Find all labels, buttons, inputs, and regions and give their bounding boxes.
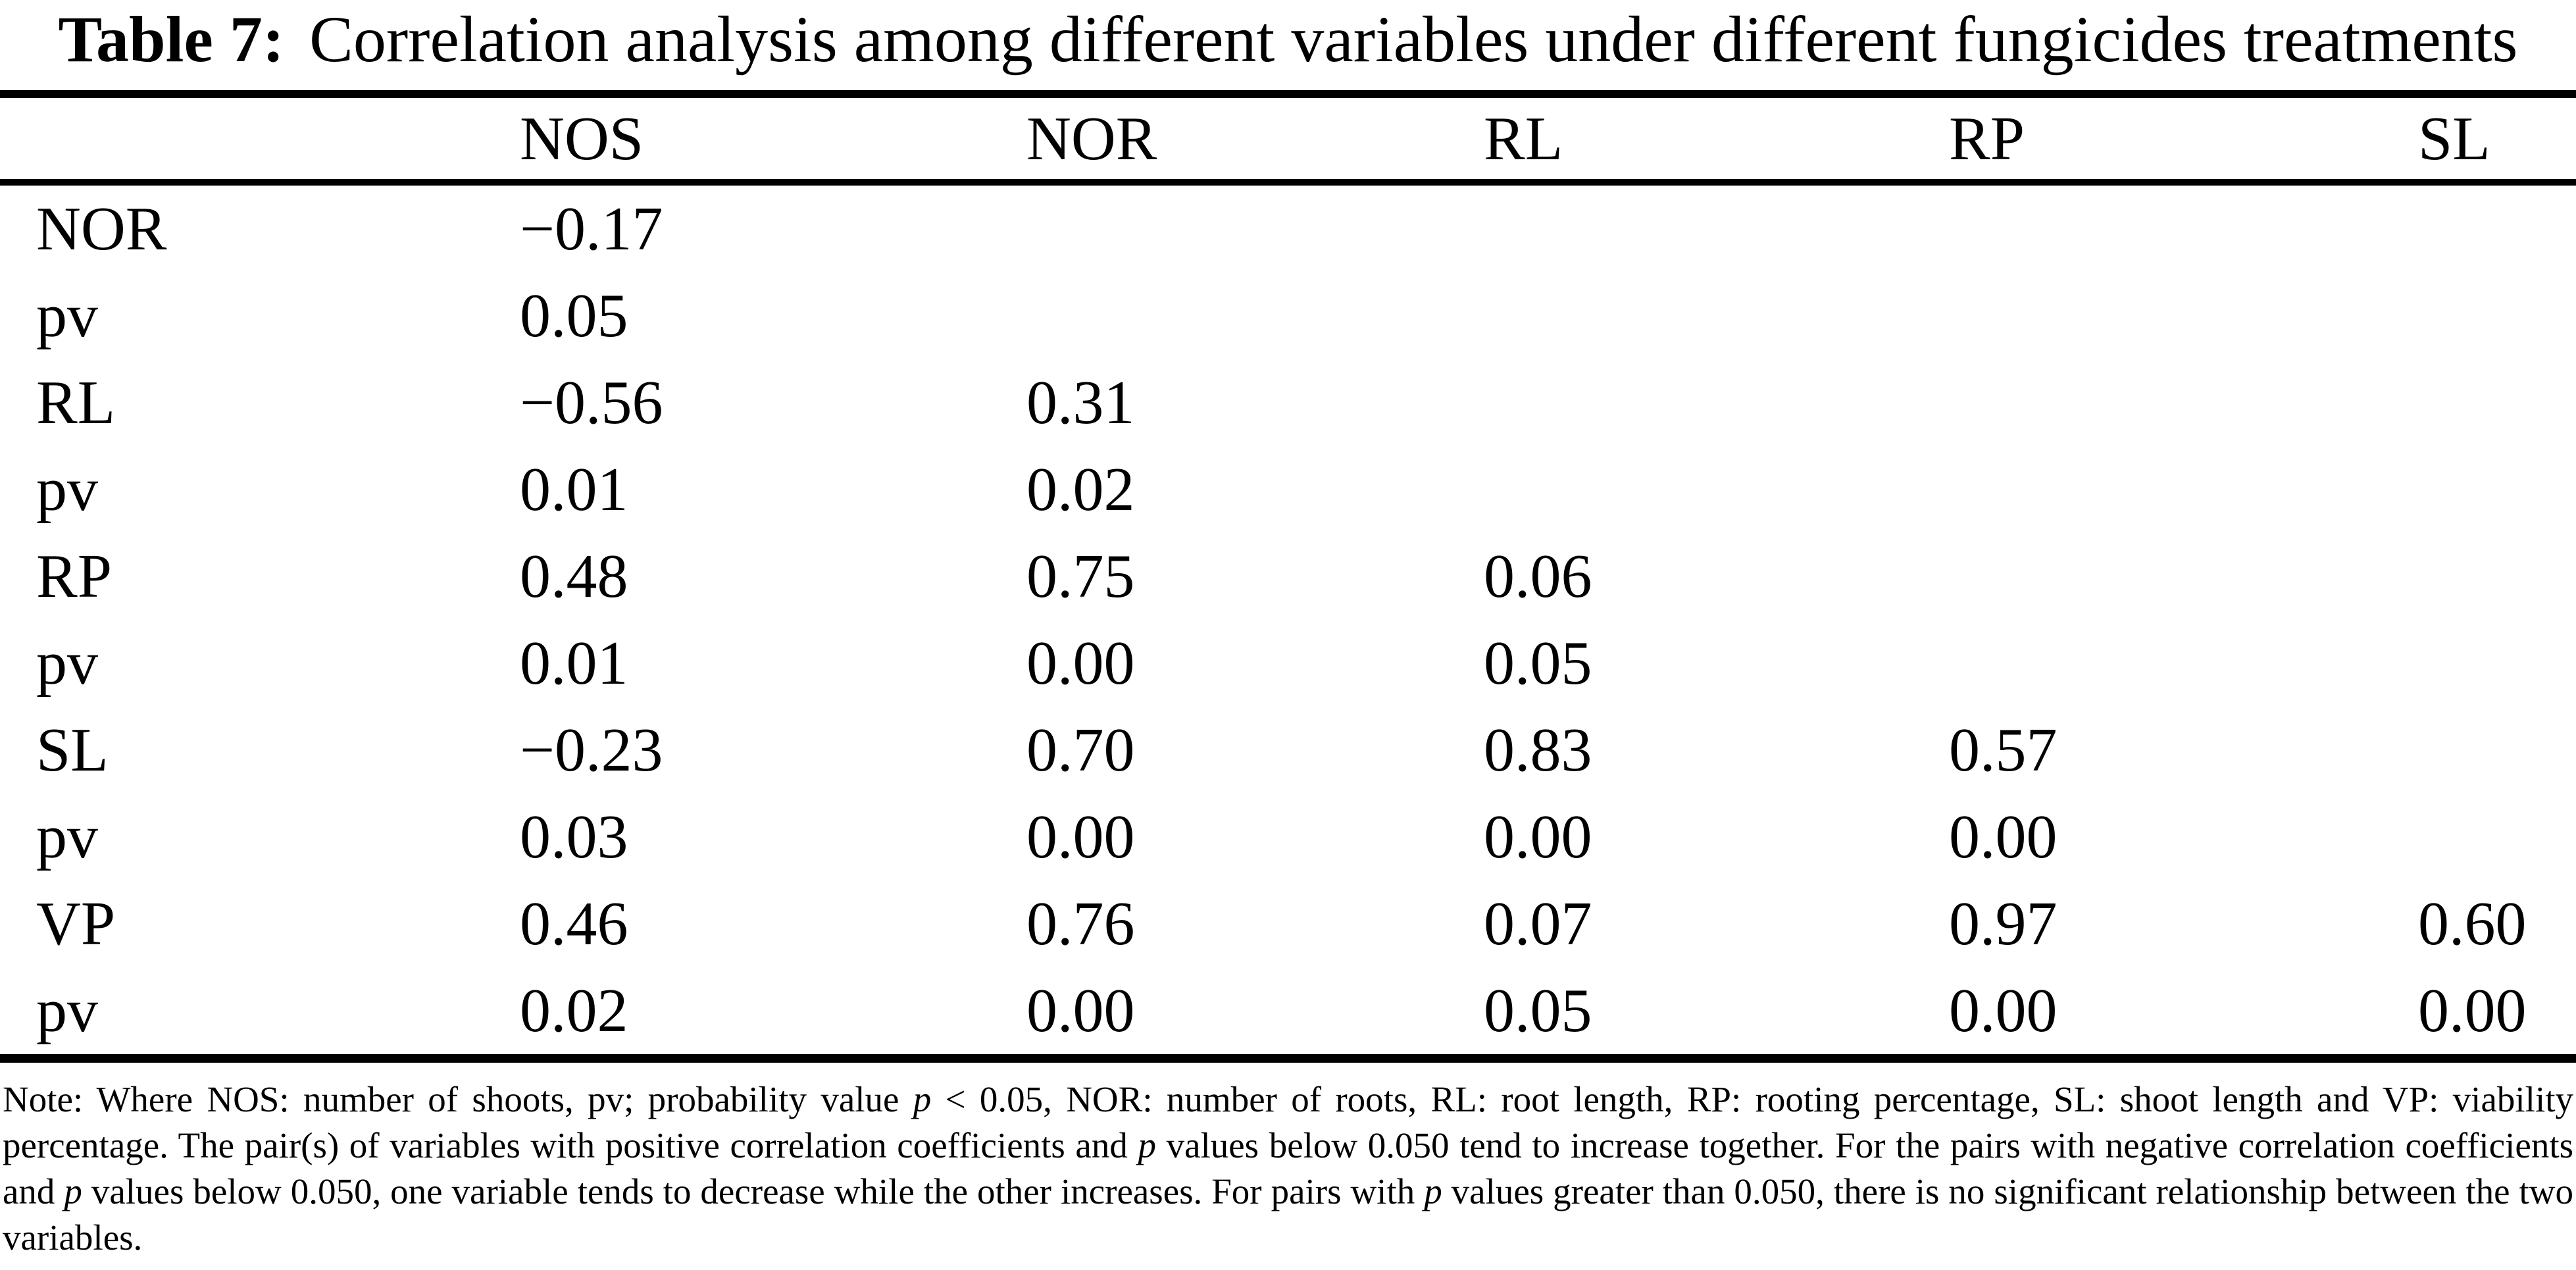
cell-value [1026, 272, 1484, 359]
cell-value: −0.23 [520, 716, 663, 784]
header-row: NOS NOR RL RP SL [0, 94, 2576, 186]
row-label: RL [36, 368, 116, 437]
table-row: RL −0.56 0.31 [0, 359, 2576, 446]
table-row: pv 0.02 0.00 0.05 0.00 0.00 [0, 967, 2576, 1059]
column-header-rl: RL [1484, 94, 1949, 186]
cell-value [2418, 620, 2576, 707]
cell-value: 0.00 [1484, 803, 1592, 871]
cell-value: 0.00 [1026, 629, 1135, 698]
row-label: pv [36, 629, 98, 698]
cell-value [1484, 359, 1949, 446]
note-run: values below 0.050, one variable tends t… [82, 1171, 1425, 1211]
cell-value: −0.17 [520, 195, 663, 263]
cell-value: 0.97 [1949, 890, 2058, 958]
cell-value [1949, 182, 2418, 272]
cell-value [1949, 620, 2418, 707]
cell-value [2418, 182, 2576, 272]
table-note: Note: Where NOS: number of shoots, pv; p… [3, 1077, 2573, 1261]
cell-value: 0.02 [1026, 455, 1135, 524]
column-header-rp: RP [1949, 94, 2418, 186]
cell-value [2418, 707, 2576, 794]
cell-value: 0.76 [1026, 890, 1135, 958]
cell-value: 0.05 [520, 282, 628, 350]
cell-value: 0.00 [2418, 977, 2527, 1045]
cell-value [1949, 359, 2418, 446]
row-label: RP [36, 542, 112, 611]
cell-value [1949, 533, 2418, 620]
table-caption-label: Table 7: [58, 3, 285, 76]
table-row: pv 0.03 0.00 0.00 0.00 [0, 794, 2576, 880]
table-body: NOR −0.17 pv 0.05 RL −0.56 0.31 pv 0.01 0.02 RP 0.4… [0, 182, 2576, 1059]
table-caption-text: Correlation analysis among different var… [309, 3, 2518, 76]
cell-value: 0.75 [1026, 542, 1135, 611]
row-label: pv [36, 977, 98, 1045]
cell-value: 0.00 [1026, 803, 1135, 871]
cell-value: 0.31 [1026, 368, 1135, 437]
note-run: values below 0.050 tend to increase toge… [3, 1125, 2573, 1211]
table-row: SL −0.23 0.70 0.83 0.57 [0, 707, 2576, 794]
row-label: pv [36, 282, 98, 350]
row-label: SL [36, 716, 109, 784]
table-row: pv 0.01 0.00 0.05 [0, 620, 2576, 707]
correlation-table: NOS NOR RL RP SL NOR −0.17 pv 0.05 RL −0.56 0.… [0, 90, 2576, 1063]
cell-value: 0.70 [1026, 716, 1135, 784]
table-row: VP 0.46 0.76 0.07 0.97 0.60 [0, 880, 2576, 967]
cell-value: 0.06 [1484, 542, 1592, 611]
note-run: values greater than 0.050, there is no s… [3, 1171, 2574, 1257]
table-row: pv 0.05 [0, 272, 2576, 359]
column-header-nor: NOR [1026, 94, 1484, 186]
cell-value: 0.02 [520, 977, 628, 1045]
note-italic-p: p [913, 1079, 932, 1119]
note-italic-p: p [1138, 1125, 1156, 1165]
note-italic-p: p [64, 1171, 82, 1211]
cell-value: 0.60 [2418, 890, 2527, 958]
cell-value: 0.01 [520, 629, 628, 698]
cell-value: 0.03 [520, 803, 628, 871]
cell-value: −0.56 [520, 368, 663, 437]
cell-value: 0.57 [1949, 716, 2058, 784]
cell-value [2418, 359, 2576, 446]
column-header-empty [0, 94, 520, 186]
column-header-nos: NOS [520, 94, 1026, 186]
cell-value: 0.05 [1484, 629, 1592, 698]
row-label: VP [36, 890, 116, 958]
note-run: Note: Where NOS: number of shoots, pv; p… [3, 1079, 913, 1119]
note-italic-p: p [1424, 1171, 1442, 1211]
cell-value: 0.00 [1026, 977, 1135, 1045]
table-row: NOR −0.17 [0, 182, 2576, 272]
cell-value: 0.07 [1484, 890, 1592, 958]
row-label: NOR [36, 195, 167, 263]
table-caption: Table 7: Correlation analysis among diffe… [0, 3, 2576, 76]
cell-value [2418, 533, 2576, 620]
cell-value: 0.05 [1484, 977, 1592, 1045]
cell-value [1484, 182, 1949, 272]
cell-value [1026, 182, 1484, 272]
cell-value [2418, 272, 2576, 359]
cell-value: 0.48 [520, 542, 628, 611]
cell-value [1484, 272, 1949, 359]
cell-value: 0.01 [520, 455, 628, 524]
cell-value: 0.46 [520, 890, 628, 958]
column-header-sl: SL [2418, 94, 2576, 186]
cell-value [1484, 446, 1949, 533]
cell-value: 0.83 [1484, 716, 1592, 784]
cell-value: 0.00 [1949, 803, 2058, 871]
table-row: pv 0.01 0.02 [0, 446, 2576, 533]
row-label: pv [36, 455, 98, 524]
cell-value [1949, 272, 2418, 359]
cell-value [1949, 446, 2418, 533]
row-label: pv [36, 803, 98, 871]
cell-value: 0.00 [1949, 977, 2058, 1045]
cell-value [2418, 794, 2576, 880]
table-row: RP 0.48 0.75 0.06 [0, 533, 2576, 620]
note-run: < 0.05, NOR: number of roots, RL: root l… [3, 1079, 2573, 1165]
cell-value [2418, 446, 2576, 533]
